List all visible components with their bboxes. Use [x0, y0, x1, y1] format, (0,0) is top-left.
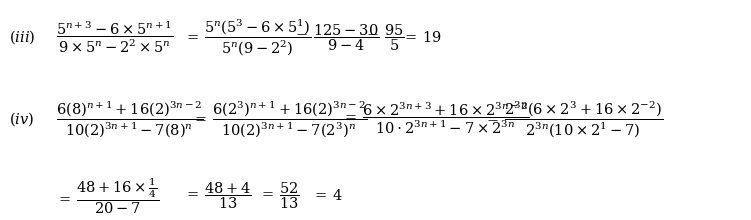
Text: $=\,19$: $=\,19$ [402, 30, 442, 45]
Text: $=\,\dfrac{6\times2^{3n+3}+16\times2^{3n-2}}{10\cdot2^{3n+1}-7\times2^{3n}}$: $=\,\dfrac{6\times2^{3n+3}+16\times2^{3n… [342, 101, 529, 136]
Text: $=\,\dfrac{48+4}{13}$: $=\,\dfrac{48+4}{13}$ [184, 181, 252, 211]
Text: $=\,4$: $=\,4$ [312, 188, 342, 203]
Text: $(iii)$: $(iii)$ [9, 29, 35, 46]
Text: $=\,\dfrac{2^{3n}(6\times2^{3}+16\times2^{-2})}{2^{3n}(10\times2^{1}-7)}$: $=\,\dfrac{2^{3n}(6\times2^{3}+16\times2… [484, 99, 663, 139]
Text: $=\,\dfrac{48+16\times\frac{1}{4}}{20-7}$: $=\,\dfrac{48+16\times\frac{1}{4}}{20-7}… [56, 176, 160, 216]
Text: $=\,\dfrac{52}{13}$: $=\,\dfrac{52}{13}$ [259, 181, 300, 211]
Text: $=\,\dfrac{95}{5}$: $=\,\dfrac{95}{5}$ [364, 22, 405, 53]
Text: $=\,\dfrac{125-30}{9-4}$: $=\,\dfrac{125-30}{9-4}$ [293, 22, 379, 53]
Text: $\dfrac{5^{n+3}-6\times5^{n+1}}{9\times5^{n}-2^{2}\times5^{n}}$: $\dfrac{5^{n+3}-6\times5^{n+1}}{9\times5… [56, 20, 174, 55]
Text: $=\,\dfrac{5^{n}(5^{3}-6\times5^{1})}{5^{n}(9-2^{2})}$: $=\,\dfrac{5^{n}(5^{3}-6\times5^{1})}{5^… [184, 17, 312, 57]
Text: $=\,\dfrac{6(2^{3})^{n+1}+16(2)^{3n-2}}{10(2)^{3n+1}-7(2^{3})^{n}}$: $=\,\dfrac{6(2^{3})^{n+1}+16(2)^{3n-2}}{… [192, 99, 366, 139]
Text: $(iv)$: $(iv)$ [9, 110, 35, 128]
Text: $\dfrac{6(8)^{n+1}+16(2)^{3n-2}}{10(2)^{3n+1}-7(8)^{n}}$: $\dfrac{6(8)^{n+1}+16(2)^{3n-2}}{10(2)^{… [56, 99, 204, 139]
